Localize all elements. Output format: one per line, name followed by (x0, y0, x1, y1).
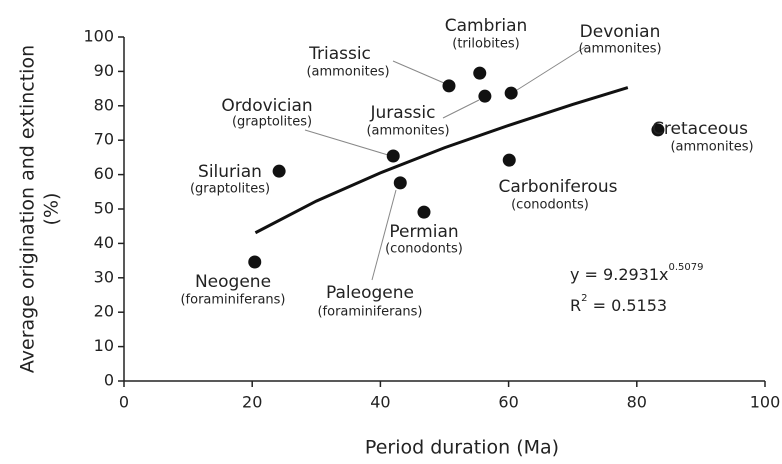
point-label: Permian (389, 222, 458, 242)
point-label: Ordovician (221, 96, 312, 116)
r2-exponent: 2 (581, 293, 587, 304)
point (442, 79, 456, 93)
r2-label: R (570, 296, 581, 315)
y-tick-label: 90 (94, 61, 114, 80)
point (473, 66, 487, 80)
leader-line (371, 189, 397, 281)
point-sublabel: (trilobites) (452, 37, 520, 52)
point-sublabel: (ammonites) (670, 140, 753, 155)
leader-line (304, 129, 389, 156)
point-sublabel: (conodonts) (385, 242, 463, 257)
point-label: Triassic (308, 44, 371, 64)
x-tick-label: 0 (119, 393, 129, 412)
point-label: Cretaceous (652, 119, 748, 139)
point (272, 164, 286, 178)
point-label: Devonian (580, 22, 661, 42)
y-axis-label: Average origination and extinction (17, 45, 39, 373)
x-tick-label: 100 (750, 393, 781, 412)
point-sublabel: (foraminiferans) (180, 293, 285, 308)
point (393, 176, 407, 190)
equation-exponent: 0.5079 (669, 262, 704, 273)
equation: y = 9.2931x0.5079 (570, 262, 704, 284)
point-sublabel: (ammonites) (578, 42, 661, 57)
point-label: Jurassic (370, 103, 436, 123)
y-tick-label: 80 (94, 95, 114, 114)
equation-text: y = 9.2931x (570, 265, 669, 284)
point-sublabel: (graptolites) (190, 182, 270, 197)
x-tick-label: 60 (498, 393, 518, 412)
r2-value: = 0.5153 (588, 296, 668, 315)
y-tick-label: 10 (94, 336, 114, 355)
point-sublabel: (conodonts) (511, 198, 589, 213)
leader-line (392, 60, 445, 84)
point-label: Silurian (198, 162, 262, 182)
point-sublabel: (foraminiferans) (317, 305, 422, 320)
y-tick-label: 0 (104, 371, 114, 390)
y-tick-label: 20 (94, 302, 114, 321)
leader-line (516, 46, 586, 91)
trendline (254, 86, 629, 235)
point (651, 123, 665, 137)
y-axis-label: (%) (41, 193, 63, 226)
point (504, 86, 518, 100)
y-tick-label: 30 (94, 267, 114, 286)
x-axis-label: Period duration (Ma) (365, 437, 559, 459)
point-sublabel: (ammonites) (366, 124, 449, 139)
y-tick-label: 50 (94, 199, 114, 218)
y-tick-label: 60 (94, 164, 114, 183)
r-squared: R2 = 0.5153 (570, 293, 667, 315)
x-tick-label: 80 (627, 393, 647, 412)
y-tick-label: 40 (94, 233, 114, 252)
x-tick-label: 20 (242, 393, 262, 412)
x-tick-label: 40 (370, 393, 390, 412)
point-label: Paleogene (326, 283, 414, 303)
point (248, 255, 262, 269)
point (502, 153, 516, 167)
y-tick-label: 100 (83, 27, 114, 46)
leader-line (442, 99, 480, 119)
point-label: Carboniferous (498, 177, 617, 197)
point-sublabel: (graptolites) (232, 115, 312, 130)
point-sublabel: (ammonites) (306, 65, 389, 80)
point (386, 149, 400, 163)
point-label: Neogene (195, 272, 271, 292)
point-label: Cambrian (445, 16, 528, 36)
y-tick-label: 70 (94, 130, 114, 149)
point (478, 89, 492, 103)
point (417, 205, 431, 219)
